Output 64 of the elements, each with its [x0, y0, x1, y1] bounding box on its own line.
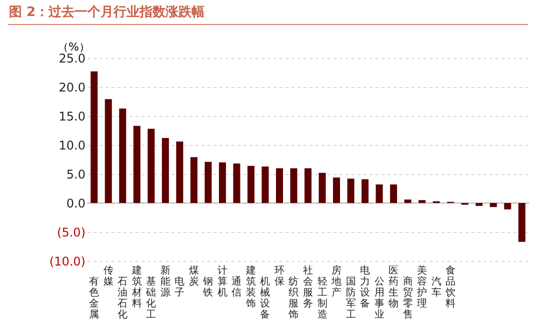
- bar: [104, 99, 112, 203]
- bar: [504, 203, 512, 210]
- x-tick-label: 食品饮料: [444, 264, 456, 310]
- x-tick-label: 美容护理: [416, 264, 428, 310]
- x-tick-label: 国防军工: [346, 276, 356, 320]
- x-tick-label: 煤炭: [188, 264, 199, 288]
- x-tick-label: 纺织服饰: [288, 276, 299, 320]
- x-tick-label: 商贸零售: [402, 276, 413, 320]
- x-tick-label: 传媒: [103, 266, 114, 288]
- x-tick-label: 轻工制造: [317, 276, 328, 320]
- bar: [233, 164, 240, 203]
- bar: [376, 184, 383, 203]
- bar: [518, 203, 526, 242]
- bar: [176, 142, 184, 203]
- x-tick-label: 计算机: [217, 264, 228, 298]
- x-tick-label: 通信: [232, 276, 242, 298]
- x-tick-label: 有色金属: [89, 276, 100, 320]
- x-tick-label: 社会服务: [303, 264, 313, 310]
- y-tick-label: (10.0): [49, 254, 86, 268]
- x-tick-label: 新能源: [160, 264, 170, 298]
- bar: [247, 166, 254, 203]
- x-tick-label: 公用事业: [374, 276, 384, 320]
- x-tick-label: 石油石化: [118, 276, 128, 320]
- x-tick-label: 电力设备: [360, 264, 370, 310]
- bar: [333, 177, 340, 203]
- x-tick-label: 钢铁: [202, 276, 214, 298]
- bar: [162, 138, 169, 203]
- x-tick-label: 机械设备: [260, 276, 270, 320]
- bar: [318, 172, 326, 203]
- bar: [304, 168, 312, 203]
- bar: [218, 162, 226, 203]
- y-tick-label: 25.0: [58, 52, 86, 66]
- bar: [204, 162, 212, 203]
- bar: [262, 166, 269, 203]
- x-tick-label: 电子: [174, 276, 185, 298]
- bar: [362, 179, 369, 203]
- y-tick-label: (5.0): [57, 226, 86, 240]
- bar: [119, 108, 126, 203]
- x-tick-label: 环保: [274, 266, 284, 288]
- bar: [404, 200, 412, 203]
- x-tick-label: 基础化工: [145, 276, 156, 320]
- x-tick-label: 房地产: [330, 264, 342, 298]
- y-tick-label: 0.0: [66, 196, 86, 210]
- y-tick-label: 20.0: [58, 80, 86, 94]
- bar: [90, 71, 98, 203]
- bar: [276, 168, 283, 203]
- bar: [133, 126, 140, 203]
- bar: [290, 168, 298, 203]
- bar: [418, 200, 426, 203]
- y-axis-title: （%）: [58, 40, 90, 54]
- x-tick-label: 汽车: [431, 276, 442, 298]
- bar: [390, 184, 398, 203]
- x-tick-label: 医药生物: [388, 266, 399, 310]
- chart-title: 图 2：过去一个月行业指数涨跌幅: [8, 5, 204, 20]
- x-tick-label: 建筑材料: [130, 264, 142, 310]
- bar: [347, 178, 354, 203]
- bar: [190, 157, 198, 203]
- bar: [476, 203, 483, 206]
- y-tick-label: 10.0: [58, 138, 86, 152]
- y-tick-label: 5.0: [66, 168, 86, 182]
- x-tick-label: 建筑装饰: [244, 264, 256, 310]
- y-tick-label: 15.0: [58, 110, 86, 124]
- bar: [490, 203, 497, 208]
- bar: [148, 128, 155, 203]
